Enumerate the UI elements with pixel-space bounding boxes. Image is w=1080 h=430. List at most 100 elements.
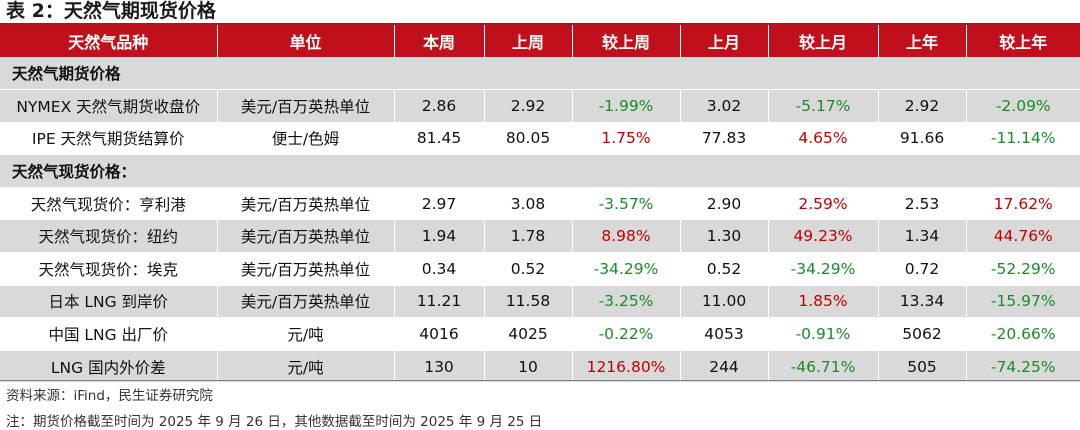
value-cell: 10 (484, 350, 573, 384)
value-cell: -34.29% (572, 252, 681, 286)
value-cell: 4053 (680, 317, 769, 351)
value-cell: 1.78 (484, 219, 573, 254)
value-cell: -52.29% (966, 252, 1080, 286)
value-cell: 1.85% (768, 285, 879, 319)
value-cell: 1.75% (572, 122, 681, 156)
value-cell: -3.57% (572, 187, 681, 221)
value-cell: 2.97 (394, 187, 485, 221)
table-row: 日本 LNG 到岸价 美元/百万英热单位 11.21 11.58 -3.25% 11.00… (0, 285, 1080, 319)
row-name-cell: 日本 LNG 到岸价 (0, 285, 218, 319)
value-cell: -20.66% (966, 317, 1080, 351)
table-row: IPE 天然气期货结算价 便士/色姆 81.45 80.05 1.75% 77.83 4.6… (0, 122, 1080, 156)
value-cell: 91.66 (878, 122, 967, 156)
row-name-cell: 天然气现货价：纽约 (0, 219, 218, 254)
value-cell: 130 (394, 350, 485, 384)
value-cell: 2.90 (680, 187, 769, 221)
section-label: 天然气现货价格： (0, 154, 1080, 188)
header-cell: 较上月 (768, 25, 879, 57)
date-note: 注：期货价格截至时间为 2025 年 9 月 26 日，其他数据截至时间为 20… (6, 414, 543, 430)
value-cell: 4.65% (768, 122, 879, 156)
value-cell: -46.71% (768, 350, 879, 384)
value-cell: 11.58 (484, 285, 573, 319)
value-cell: 0.52 (680, 252, 769, 286)
value-cell: -0.91% (768, 317, 879, 351)
value-cell: 2.53 (878, 187, 967, 221)
title-divider (0, 23, 1080, 25)
row-name-cell: 天然气现货价：埃克 (0, 252, 218, 286)
value-cell: -3.25% (572, 285, 681, 319)
row-name-cell: LNG 国内外价差 (0, 350, 218, 384)
value-cell: 4025 (484, 317, 573, 351)
unit-cell: 美元/百万英热单位 (217, 252, 395, 286)
value-cell: 11.21 (394, 285, 485, 319)
value-cell: -1.99% (572, 89, 681, 123)
value-cell: -74.25% (966, 350, 1080, 384)
row-name-cell: 天然气现货价：亨利港 (0, 187, 218, 221)
table-row: NYMEX 天然气期货收盘价 美元/百万英热单位 2.86 2.92 -1.99% 3.0… (0, 89, 1080, 123)
value-cell: 0.72 (878, 252, 967, 286)
value-cell: 80.05 (484, 122, 573, 156)
header-cell: 上月 (680, 25, 769, 57)
value-cell: 77.83 (680, 122, 769, 156)
header-cell: 上年 (878, 25, 967, 57)
table-header-row: 天然气品种 单位 本周 上周 较上周 上月 较上月 上年 较上年 (0, 25, 1080, 57)
value-cell: 2.59% (768, 187, 879, 221)
value-cell: 17.62% (966, 187, 1080, 221)
row-name-cell: 中国 LNG 出厂价 (0, 317, 218, 351)
value-cell: 1.30 (680, 219, 769, 254)
section-row: 天然气现货价格： (0, 154, 1080, 188)
value-cell: 0.34 (394, 252, 485, 286)
row-name-cell: NYMEX 天然气期货收盘价 (0, 89, 218, 123)
value-cell: -2.09% (966, 89, 1080, 123)
header-cell: 较上年 (966, 25, 1080, 57)
table-row: 天然气现货价：埃克 美元/百万英热单位 0.34 0.52 -34.29% 0.52 -34… (0, 252, 1080, 286)
value-cell: 5062 (878, 317, 967, 351)
value-cell: 3.08 (484, 187, 573, 221)
row-name-cell: IPE 天然气期货结算价 (0, 122, 218, 156)
value-cell: 2.92 (878, 89, 967, 123)
value-cell: 1216.80% (572, 350, 681, 384)
unit-cell: 美元/百万英热单位 (217, 219, 395, 254)
value-cell: 81.45 (394, 122, 485, 156)
value-cell: 8.98% (572, 219, 681, 254)
value-cell: -5.17% (768, 89, 879, 123)
table-bottom-divider (0, 380, 1080, 381)
value-cell: 49.23% (768, 219, 879, 254)
value-cell: 0.52 (484, 252, 573, 286)
unit-cell: 美元/百万英热单位 (217, 285, 395, 319)
header-cell: 较上周 (572, 25, 681, 57)
value-cell: -34.29% (768, 252, 879, 286)
value-cell: -15.97% (966, 285, 1080, 319)
value-cell: 1.94 (394, 219, 485, 254)
unit-cell: 美元/百万英热单位 (217, 187, 395, 221)
value-cell: -0.22% (572, 317, 681, 351)
value-cell: 505 (878, 350, 967, 384)
value-cell: 11.00 (680, 285, 769, 319)
price-table: 天然气品种 单位 本周 上周 较上周 上月 较上月 上年 较上年 天然气期货价格… (0, 25, 1080, 384)
value-cell: 2.86 (394, 89, 485, 123)
value-cell: 1.34 (878, 219, 967, 254)
value-cell: 2.92 (484, 89, 573, 123)
section-row: 天然气期货价格 (0, 57, 1080, 91)
table-body: 天然气期货价格 NYMEX 天然气期货收盘价 美元/百万英热单位 2.86 2.92 -1… (0, 57, 1080, 384)
table-title: 表 2：天然气期现货价格 (6, 0, 216, 22)
header-cell: 单位 (217, 25, 395, 57)
source-note: 资料来源：iFind，民生证券研究院 (6, 388, 213, 404)
header-cell: 本周 (394, 25, 485, 57)
section-label: 天然气期货价格 (0, 57, 1080, 91)
unit-cell: 元/吨 (217, 350, 395, 384)
value-cell: 44.76% (966, 219, 1080, 254)
value-cell: 4016 (394, 317, 485, 351)
unit-cell: 便士/色姆 (217, 122, 395, 156)
unit-cell: 美元/百万英热单位 (217, 89, 395, 123)
table-row: LNG 国内外价差 元/吨 130 10 1216.80% 244 -46.71% 505 -7… (0, 350, 1080, 384)
table-row: 中国 LNG 出厂价 元/吨 4016 4025 -0.22% 4053 -0.91% 506… (0, 317, 1080, 351)
value-cell: 244 (680, 350, 769, 384)
header-cell: 上周 (484, 25, 573, 57)
unit-cell: 元/吨 (217, 317, 395, 351)
value-cell: 13.34 (878, 285, 967, 319)
table-row: 天然气现货价：亨利港 美元/百万英热单位 2.97 3.08 -3.57% 2.90 2.5… (0, 187, 1080, 221)
value-cell: -11.14% (966, 122, 1080, 156)
header-cell: 天然气品种 (0, 25, 218, 57)
value-cell: 3.02 (680, 89, 769, 123)
